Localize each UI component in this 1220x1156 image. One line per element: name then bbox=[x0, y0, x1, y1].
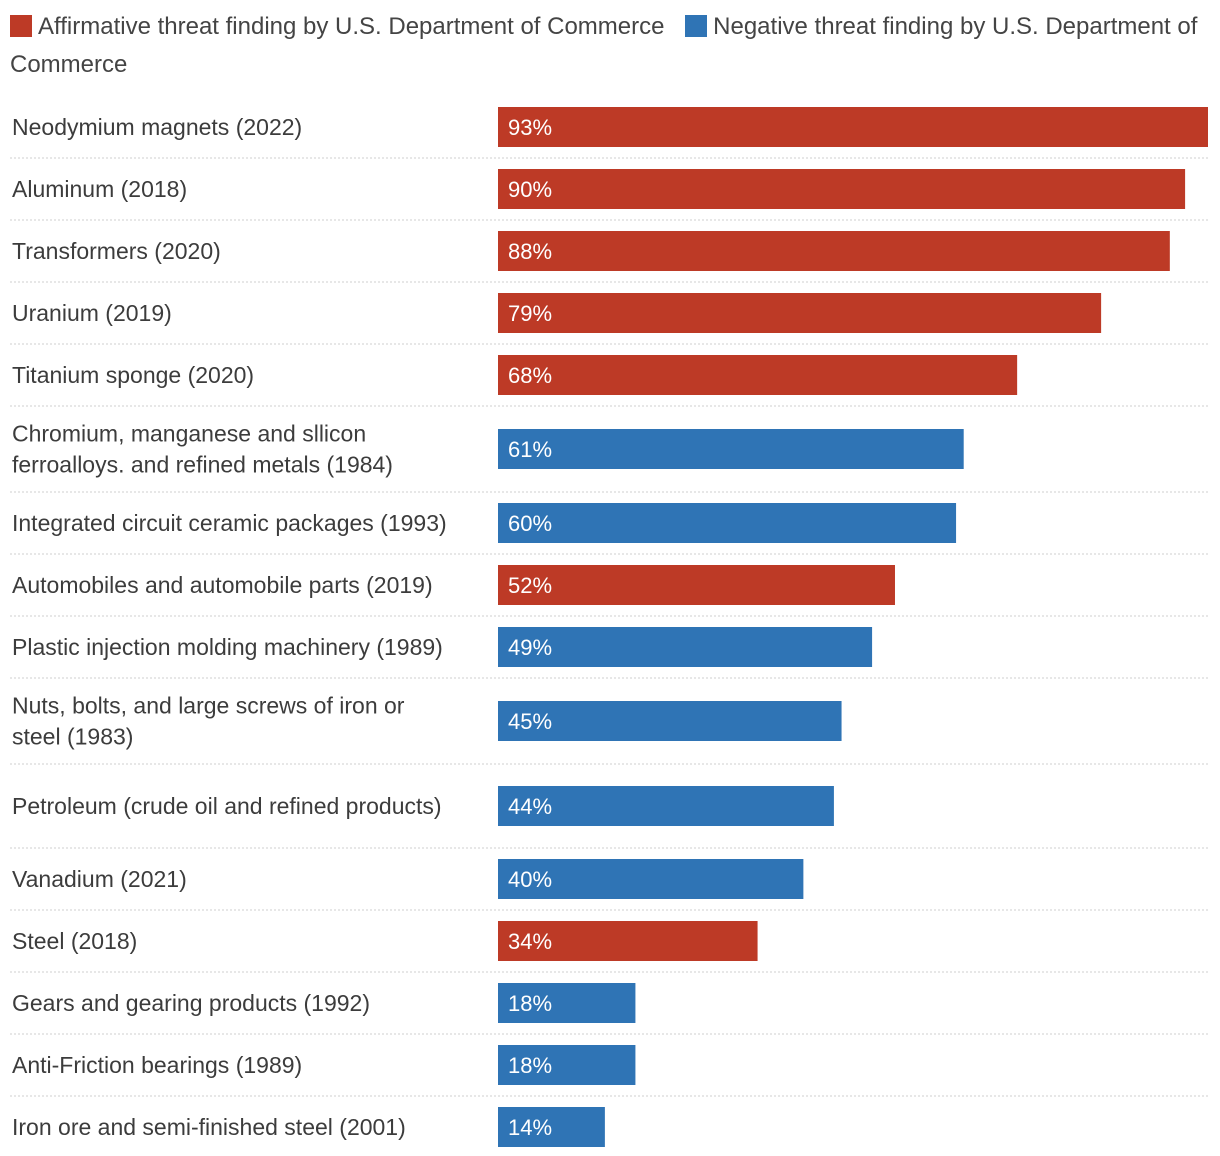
legend-swatch-negative bbox=[685, 15, 708, 37]
category-label: Neodymium magnets (2022) bbox=[12, 114, 302, 140]
bar-negative[interactable] bbox=[498, 859, 804, 899]
category-label: Aluminum (2018) bbox=[12, 176, 187, 202]
bar-value-label: 18% bbox=[508, 991, 552, 1016]
bar-value-label: 79% bbox=[508, 301, 552, 326]
bar-affirmative[interactable] bbox=[498, 355, 1018, 395]
legend-item-affirmative[interactable]: Affirmative threat finding by U.S. Depar… bbox=[10, 13, 664, 40]
bar-value-label: 40% bbox=[508, 867, 552, 892]
bar-value-label: 90% bbox=[508, 177, 552, 202]
bar-negative[interactable] bbox=[498, 786, 834, 826]
legend-item-negative[interactable]: Negative threat finding by U.S. Departme… bbox=[10, 13, 1197, 78]
category-label: Uranium (2019) bbox=[12, 300, 172, 326]
category-label: Titanium sponge (2020) bbox=[12, 362, 254, 388]
bar-value-label: 45% bbox=[508, 709, 552, 734]
category-label: Vanadium (2021) bbox=[12, 866, 187, 892]
category-label: Integrated circuit ceramic packages (199… bbox=[12, 510, 447, 536]
category-label: Plastic injection molding machinery (198… bbox=[12, 634, 443, 660]
category-label: Transformers (2020) bbox=[12, 238, 221, 264]
bar-negative[interactable] bbox=[498, 627, 873, 667]
bar-affirmative[interactable] bbox=[498, 921, 758, 961]
bar-negative[interactable] bbox=[498, 1107, 605, 1147]
category-label: Automobiles and automobile parts (2019) bbox=[12, 572, 433, 598]
bar-negative[interactable] bbox=[498, 1045, 636, 1085]
bar-value-label: 44% bbox=[508, 794, 552, 819]
bar-value-label: 18% bbox=[508, 1053, 552, 1078]
bar-value-label: 49% bbox=[508, 635, 552, 660]
bar-affirmative[interactable] bbox=[498, 293, 1102, 333]
bar-negative[interactable] bbox=[498, 503, 957, 543]
legend-label-affirmative: Affirmative threat finding by U.S. Depar… bbox=[38, 13, 665, 40]
bar-affirmative[interactable] bbox=[498, 107, 1208, 147]
category-label: Iron ore and semi-finished steel (2001) bbox=[12, 1114, 406, 1140]
category-label: Petroleum (crude oil and refined product… bbox=[12, 793, 442, 819]
category-label: Anti-Friction bearings (1989) bbox=[12, 1052, 302, 1078]
bar-affirmative[interactable] bbox=[498, 169, 1186, 209]
category-label: Steel (2018) bbox=[12, 928, 137, 954]
bar-value-label: 52% bbox=[508, 573, 552, 598]
bar-affirmative[interactable] bbox=[498, 565, 895, 605]
bar-value-label: 61% bbox=[508, 437, 552, 462]
category-label: Nuts, bolts, and large screws of iron or… bbox=[12, 693, 405, 750]
bar-value-label: 60% bbox=[508, 511, 552, 536]
bar-negative[interactable] bbox=[498, 429, 964, 469]
bar-negative[interactable] bbox=[498, 983, 636, 1023]
bar-value-label: 93% bbox=[508, 115, 552, 140]
category-label: Gears and gearing products (1992) bbox=[12, 990, 370, 1016]
bar-negative[interactable] bbox=[498, 701, 842, 741]
bar-affirmative[interactable] bbox=[498, 231, 1170, 271]
bar-value-label: 68% bbox=[508, 363, 552, 388]
bar-value-label: 88% bbox=[508, 239, 552, 264]
legend-swatch-affirmative bbox=[10, 15, 32, 37]
bar-value-label: 14% bbox=[508, 1115, 552, 1140]
legend: Affirmative threat finding by U.S. Depar… bbox=[10, 8, 1200, 84]
legend-label-negative: Negative threat finding by U.S. Departme… bbox=[10, 13, 1198, 78]
category-label: Chromium, manganese and sllicon ferroallo… bbox=[12, 421, 393, 478]
bar-value-label: 34% bbox=[508, 929, 552, 954]
